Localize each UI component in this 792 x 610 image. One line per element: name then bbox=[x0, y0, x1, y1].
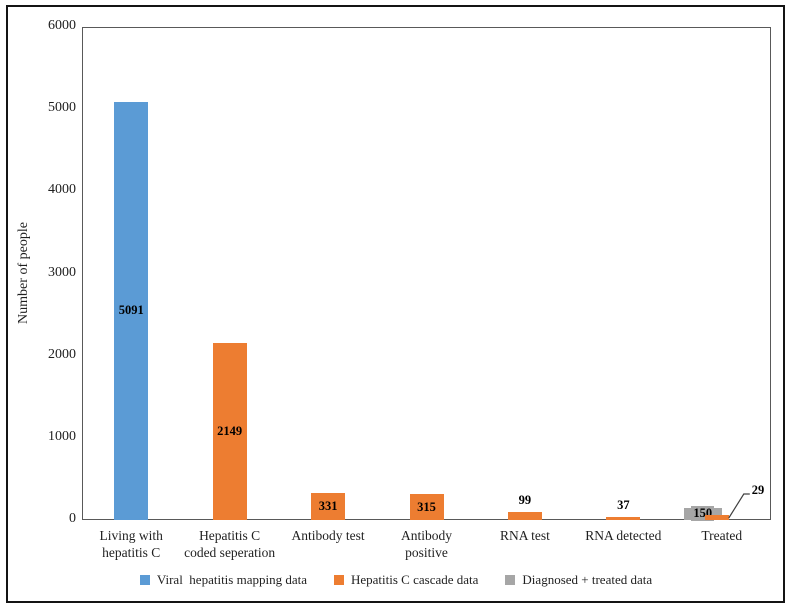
category-label-line: hepatitis C bbox=[102, 545, 161, 560]
category-label: Hepatitis C coded seperation bbox=[180, 527, 278, 561]
category-label-line: RNA detected bbox=[585, 528, 662, 543]
legend: Viral hepatitis mapping data Hepatitis C … bbox=[0, 572, 792, 588]
bar-value-label: 331 bbox=[316, 498, 340, 514]
category-label: RNA detected bbox=[574, 527, 672, 544]
legend-swatch bbox=[505, 575, 516, 585]
category-label-line: Living with bbox=[99, 528, 163, 543]
category-label-line: positive bbox=[405, 545, 448, 560]
category-label-line: Treated bbox=[701, 528, 743, 543]
y-tick-label: 2000 bbox=[48, 346, 76, 362]
bar-value-label: 99 bbox=[518, 492, 532, 507]
legend-item: Hepatitis C cascade data bbox=[334, 572, 478, 588]
bar-value-label: 37 bbox=[617, 497, 630, 512]
legend-label: Diagnosed + treated data bbox=[522, 572, 653, 587]
legend-item: Viral hepatitis mapping data bbox=[139, 572, 307, 588]
legend-swatch bbox=[139, 575, 150, 585]
y-tick-label: 4000 bbox=[48, 182, 76, 198]
bar-value-label: 315 bbox=[415, 499, 438, 515]
bar: 315 bbox=[409, 494, 444, 520]
y-tick-label: 5000 bbox=[48, 100, 76, 116]
legend-item: Diagnosed + treated data bbox=[505, 572, 652, 588]
y-tick-label: 1000 bbox=[48, 428, 76, 444]
bar: 5091 bbox=[114, 101, 149, 520]
category-label: Living with hepatitis C bbox=[82, 527, 180, 561]
bar bbox=[507, 511, 542, 520]
y-tick-label: 0 bbox=[69, 511, 76, 526]
legend-label: Viral hepatitis mapping data bbox=[156, 572, 307, 587]
category-label-line: RNA test bbox=[499, 528, 550, 543]
bar bbox=[606, 516, 641, 520]
bar: 331 bbox=[311, 492, 346, 520]
category-label: RNA test bbox=[476, 527, 574, 544]
category-label-line: Antibody bbox=[400, 528, 452, 543]
category-label: Antibody test bbox=[279, 527, 377, 544]
plot-area bbox=[82, 27, 771, 520]
legend-swatch bbox=[334, 575, 344, 585]
figure-border bbox=[6, 5, 785, 603]
category-label-line: coded seperation bbox=[184, 545, 276, 560]
category-label: Treated bbox=[673, 527, 771, 544]
legend-label: Hepatitis C cascade data bbox=[351, 572, 479, 587]
bar bbox=[704, 515, 729, 520]
bar-value-label: 2149 bbox=[215, 424, 245, 440]
bar-value-label: 5091 bbox=[116, 303, 146, 319]
bar-value-label: 29 bbox=[751, 483, 765, 497]
bar: 2149 bbox=[212, 343, 247, 520]
y-tick-label: 6000 bbox=[48, 18, 76, 33]
category-label-line: Antibody test bbox=[291, 528, 365, 543]
y-tick-label: 3000 bbox=[48, 264, 76, 280]
category-label-line: Hepatitis C bbox=[199, 528, 261, 543]
category-label: Antibody positive bbox=[377, 527, 475, 561]
